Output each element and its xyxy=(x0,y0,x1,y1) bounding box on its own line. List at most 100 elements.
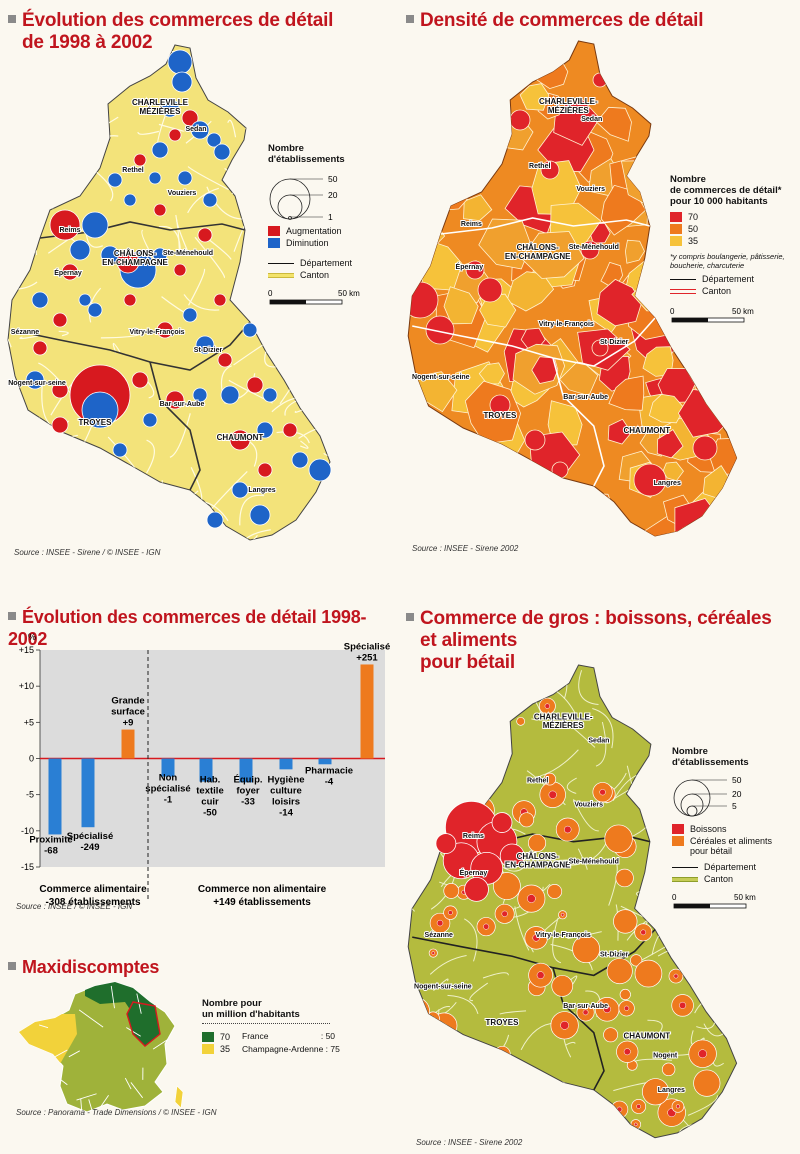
city-label: Vouziers xyxy=(168,190,197,197)
bar-label-6: Hygiène culture loisirs -14 xyxy=(268,775,305,819)
bar-label-3: Non spécialisé -1 xyxy=(145,773,190,806)
panel-evolution-map: Évolution des commerces de détail de 199… xyxy=(0,0,400,570)
cereales-bubble xyxy=(445,1088,457,1101)
legend-row-boissons: Boissons xyxy=(672,824,797,834)
maxi-label-35: 35 xyxy=(220,1044,231,1054)
map2-title-text: Densité de commerces de détail xyxy=(420,10,704,31)
bar-3 xyxy=(161,758,175,777)
canton-polygon xyxy=(680,113,705,135)
canton-polygon xyxy=(714,336,737,367)
high-density-area xyxy=(591,339,609,357)
high-density-area xyxy=(425,315,455,345)
class-swatch-35 xyxy=(670,236,682,246)
high-density-area xyxy=(540,160,560,180)
high-density-area xyxy=(489,394,511,416)
cereales-bubble xyxy=(540,1106,561,1128)
canton-polygon xyxy=(408,151,426,173)
canton-polygon xyxy=(478,362,505,385)
decrease-bubble xyxy=(112,442,128,458)
canton-polygon xyxy=(608,375,645,411)
cereales-bubble xyxy=(493,872,521,900)
city-label: Sézanne xyxy=(11,329,40,336)
maxi-stats: France : 50 Champagne-Ardenne : 75 xyxy=(242,1030,340,1056)
canton-polygon xyxy=(656,429,684,459)
boissons-bubble xyxy=(603,1005,611,1014)
decrease-bubble xyxy=(167,49,193,75)
chart-title-text: Évolution des commerces de détail 1998-2… xyxy=(8,607,367,649)
canton-polygon xyxy=(443,286,479,325)
legend-row-canton: Canton xyxy=(672,874,797,884)
increase-bubble xyxy=(133,153,147,167)
map1-legend-header1: Nombre xyxy=(268,143,304,154)
map4-title-line2: et aliments xyxy=(420,630,518,651)
cereales-bubble xyxy=(505,1081,525,1101)
canton-polygon xyxy=(437,41,491,72)
decrease-bubble xyxy=(249,504,271,526)
scale-zero: 0 xyxy=(672,893,677,902)
city-label: Vouziers xyxy=(576,186,605,193)
class-row-50: 50 xyxy=(670,224,798,234)
size-circle-50 xyxy=(673,779,711,817)
cereales-bubble xyxy=(661,1062,676,1077)
chart-source: Source : INSEE / © INSEE - IGN xyxy=(16,902,133,911)
class-row-70: 70 xyxy=(670,212,798,222)
class-row-35: 35 xyxy=(670,236,798,246)
class-swatch-70 xyxy=(670,212,682,222)
cereales-label-line1: Céréales et aliments xyxy=(690,836,773,846)
group-label-1: Commerce non alimentaire +149 établisseme… xyxy=(198,884,327,908)
map1-size-legend: 50 20 1 xyxy=(269,174,338,222)
maxi-class-70: 70 xyxy=(202,1032,230,1042)
high-density-area xyxy=(592,72,608,88)
canton-polygon xyxy=(720,473,737,522)
canton-polygon xyxy=(520,231,585,279)
city-label: Sézanne xyxy=(425,932,454,939)
canton-polygon xyxy=(694,138,725,164)
city-label: Bar-sur-Aube xyxy=(563,394,608,401)
decrease-label: Diminution xyxy=(286,238,329,248)
canton-line-icon xyxy=(670,288,696,294)
departement-label: Département xyxy=(704,862,757,872)
size-label-50: 50 xyxy=(328,174,338,184)
boissons-bubble xyxy=(564,825,572,834)
increase-bubble xyxy=(123,293,137,307)
cereales-bubble xyxy=(507,1109,535,1136)
stat-champagne: Champagne-Ardenne : 75 xyxy=(242,1043,340,1056)
boissons-bubble xyxy=(440,821,446,827)
decrease-bubble xyxy=(190,120,210,140)
departement-label: Département xyxy=(300,258,353,268)
canton-label: Canton xyxy=(300,270,330,280)
city-label: Épernay xyxy=(460,868,488,877)
boissons-bubble xyxy=(527,894,536,903)
map1-scale-bar: 0 50 km xyxy=(268,289,360,305)
canton-polygon xyxy=(427,474,480,520)
increase-bubble xyxy=(282,422,298,438)
maxi-legend-divider xyxy=(202,1023,330,1024)
boissons-bubble xyxy=(673,973,679,979)
canton-polygon xyxy=(646,86,704,146)
canton-polygon xyxy=(648,393,685,424)
increase-bubble xyxy=(246,376,264,394)
canton-polygon xyxy=(463,194,493,222)
boissons-bubble xyxy=(640,929,647,936)
city-label: TROYES xyxy=(484,411,518,420)
scale-zero: 0 xyxy=(670,307,675,316)
group-label-0: Commerce alimentaire -308 établissements xyxy=(39,884,147,908)
cereales-bubble xyxy=(456,1040,479,1064)
canton-polygon xyxy=(444,139,488,190)
boissons-bubble xyxy=(679,1001,687,1009)
bar-6 xyxy=(279,758,293,770)
cereales-bubble xyxy=(648,857,674,883)
decrease-bubble xyxy=(308,458,332,482)
decrease-bubble xyxy=(213,143,231,161)
cereales-bubble xyxy=(409,876,424,890)
maxi-label-70: 70 xyxy=(220,1032,231,1042)
decrease-bubble xyxy=(87,302,103,318)
class-label-35: 35 xyxy=(688,236,699,246)
increase-bubble xyxy=(61,263,79,281)
title-bullet-icon xyxy=(8,962,16,971)
decrease-bubble xyxy=(177,170,193,186)
canton-polygon xyxy=(692,94,737,150)
boissons-bubble xyxy=(448,910,453,915)
canton-polygon xyxy=(442,100,484,150)
cereales-bubble xyxy=(603,1027,619,1043)
